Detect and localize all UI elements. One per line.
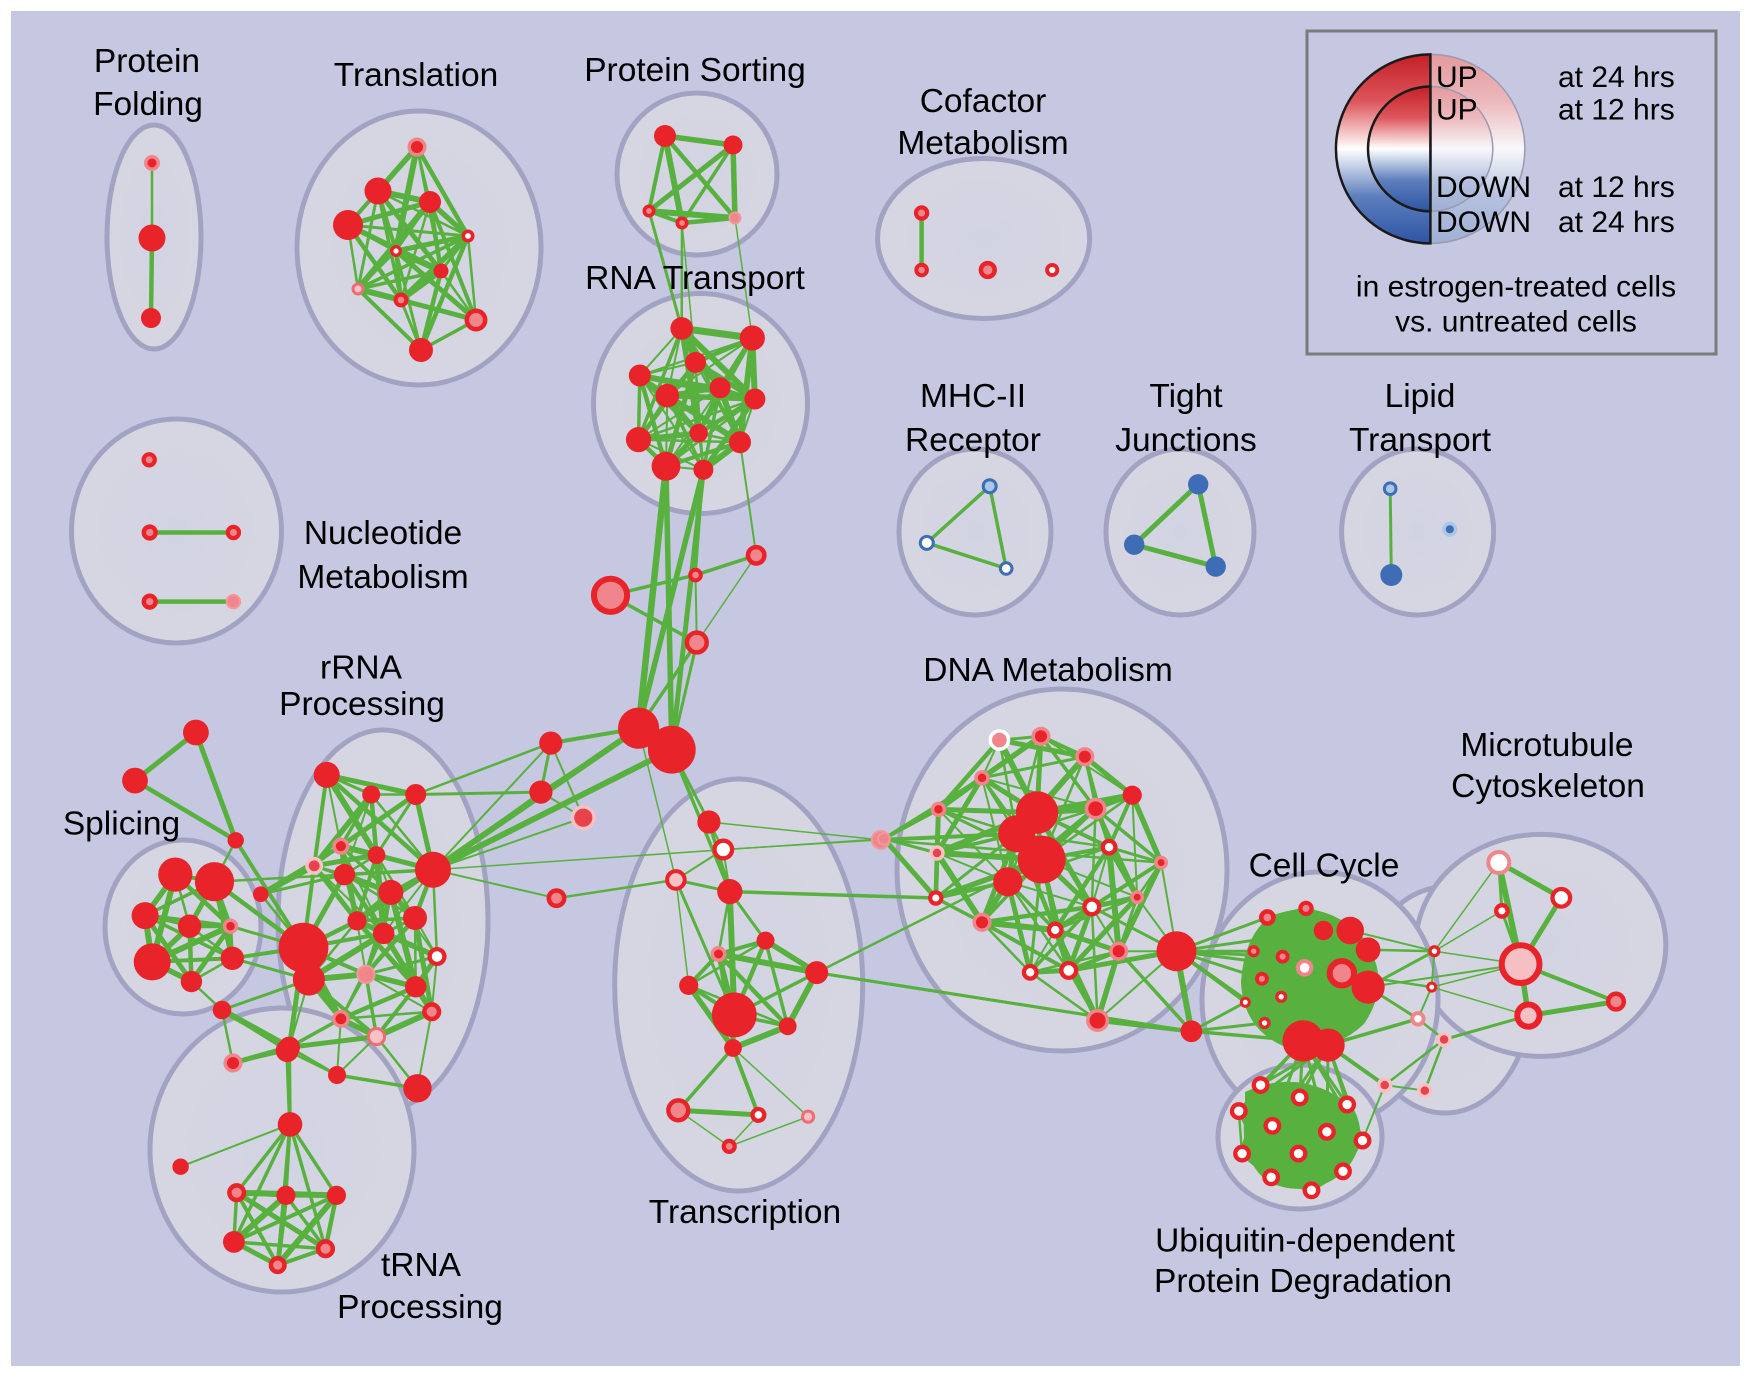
svg-text:at 12 hrs: at 12 hrs xyxy=(1558,171,1675,204)
svg-text:DNA Metabolism: DNA Metabolism xyxy=(923,652,1172,689)
svg-text:Lipid: Lipid xyxy=(1385,378,1456,415)
svg-text:Processing: Processing xyxy=(337,1289,503,1326)
svg-text:Cofactor: Cofactor xyxy=(920,83,1047,120)
svg-text:vs. untreated cells: vs. untreated cells xyxy=(1395,306,1637,339)
svg-text:Metabolism: Metabolism xyxy=(297,559,468,596)
svg-text:Receptor: Receptor xyxy=(905,422,1041,459)
svg-text:DOWN: DOWN xyxy=(1436,171,1531,204)
svg-text:Folding: Folding xyxy=(93,86,203,123)
svg-text:Splicing: Splicing xyxy=(63,806,180,843)
svg-text:Transport: Transport xyxy=(1349,422,1492,459)
svg-text:Cytoskeleton: Cytoskeleton xyxy=(1451,768,1645,805)
svg-text:tRNA: tRNA xyxy=(381,1247,462,1284)
svg-text:at 24 hrs: at 24 hrs xyxy=(1558,206,1675,239)
svg-text:rRNA: rRNA xyxy=(320,650,403,687)
svg-text:at 12 hrs: at 12 hrs xyxy=(1558,94,1675,127)
svg-text:Translation: Translation xyxy=(334,57,498,94)
svg-text:Metabolism: Metabolism xyxy=(897,125,1068,162)
svg-text:Nucleotide: Nucleotide xyxy=(304,515,462,552)
svg-text:Protein: Protein xyxy=(94,43,200,80)
svg-text:Tight: Tight xyxy=(1149,378,1223,415)
svg-text:UP: UP xyxy=(1436,94,1478,127)
svg-text:Cell Cycle: Cell Cycle xyxy=(1249,848,1400,885)
svg-text:Junctions: Junctions xyxy=(1115,422,1257,459)
svg-text:Protein Degradation: Protein Degradation xyxy=(1154,1263,1452,1300)
svg-text:Microtubule: Microtubule xyxy=(1460,727,1633,764)
svg-text:Processing: Processing xyxy=(279,686,445,723)
svg-text:DOWN: DOWN xyxy=(1436,206,1531,239)
svg-text:MHC-II: MHC-II xyxy=(920,378,1026,415)
svg-text:RNA Transport: RNA Transport xyxy=(585,260,805,297)
svg-text:in estrogen-treated cells: in estrogen-treated cells xyxy=(1356,271,1676,304)
svg-text:Transcription: Transcription xyxy=(649,1194,841,1231)
svg-text:Ubiquitin-dependent: Ubiquitin-dependent xyxy=(1155,1223,1456,1260)
svg-text:Protein Sorting: Protein Sorting xyxy=(584,52,806,89)
svg-text:UP: UP xyxy=(1436,61,1478,94)
svg-text:at 24 hrs: at 24 hrs xyxy=(1558,61,1675,94)
